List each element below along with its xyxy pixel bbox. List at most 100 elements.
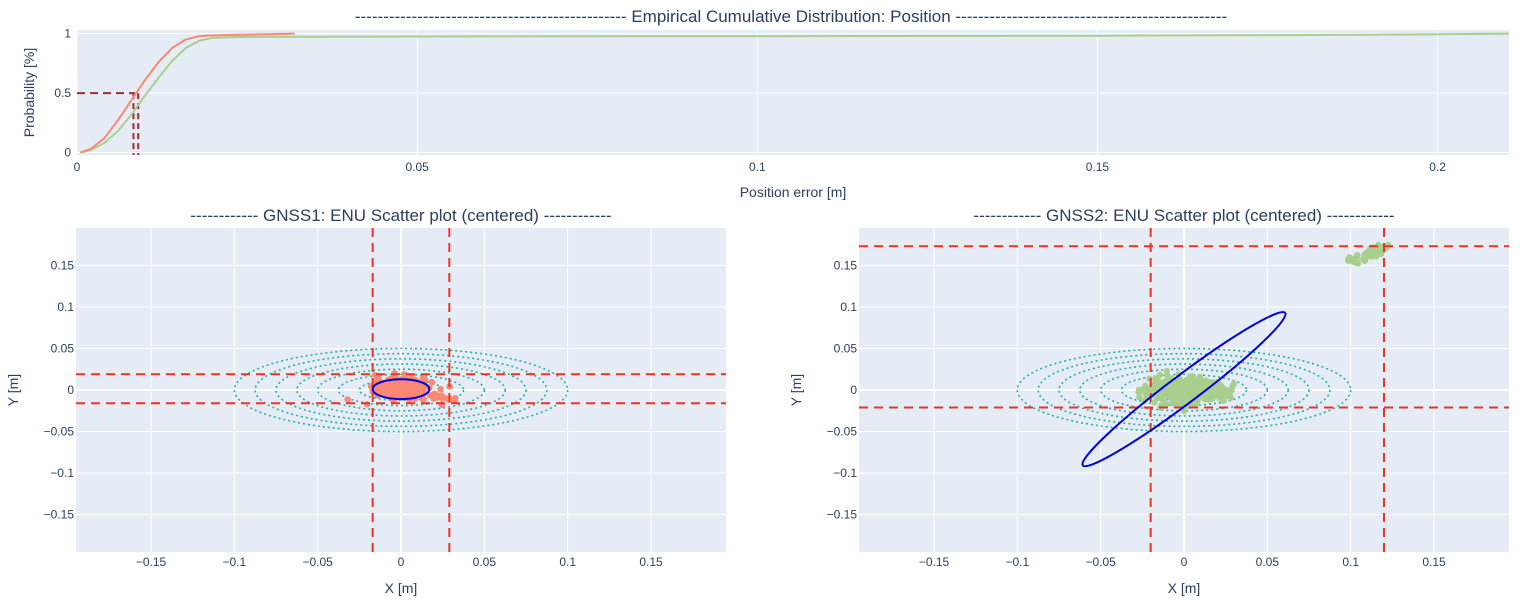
gnss2-point [1229,383,1236,390]
gnss2-contour-ellipse [1016,347,1352,433]
ecdf-series-gnss1 [80,32,295,154]
gnss1-point [435,392,443,399]
gnss2-point [1152,376,1159,383]
gnss2-point [1151,399,1158,406]
gnss1-confidence-ellipse [371,378,431,401]
gnss1-y-tick-label: 0.05 [51,341,75,355]
gnss2-point [1144,386,1152,394]
ecdf-x-tick-label: 0.15 [1086,160,1110,174]
gnss1-point [428,378,435,386]
gnss1-point [395,391,403,398]
gnss2-point [1205,388,1213,396]
gnss1-y-tick-label: 0 [67,383,74,397]
gnss1-point [401,371,408,378]
ecdf-x-tick-label: 0.1 [749,160,766,174]
gnss1-point [385,389,392,397]
gnss1-point [390,383,397,390]
gnss2-point [1138,387,1145,395]
gnss2-x-tick-label: −0.15 [919,555,950,569]
gnss2-point [1158,395,1165,402]
gnss2-y-tick-label: 0 [850,383,857,397]
gnss1-contour-ellipse [296,363,506,417]
gnss2-outlier-point [1372,249,1380,257]
ecdf-plot-area [77,30,1509,155]
gnss1-point [415,382,422,389]
gnss2-x-axis-label: X [m] [1168,580,1201,596]
gnss2-x-tick-label: −0.05 [1085,555,1116,569]
gnss1-point [437,385,444,393]
gnss1-contour-ellipse [316,368,486,412]
gnss2-y-tick-label: 0.15 [834,258,858,272]
gnss1-x-tick-label: −0.15 [136,555,167,569]
gnss1-x-tick-label: 0.15 [639,555,663,569]
ecdf-x-tick-label: 0.05 [405,160,429,174]
gnss2-point [1146,375,1153,382]
ecdf-title: ----------------------------------------… [355,7,1227,26]
gnss1-point [363,401,371,408]
gnss2-point [1156,371,1164,378]
gnss2-outlier-point [1349,257,1357,265]
gnss1-contour-ellipse [233,347,569,433]
gnss1-x-axis-label: X [m] [385,580,418,596]
gnss2-point [1143,392,1150,400]
gnss2-point [1177,378,1184,386]
gnss1-y-tick-label: 0.15 [51,258,75,272]
gnss1-point [379,388,386,396]
gnss2-point [1176,394,1183,401]
gnss1-y-tick-label: −0.05 [44,425,75,439]
gnss1-x-tick-label: −0.05 [302,555,333,569]
gnss2-y-tick-label: −0.1 [833,466,857,480]
gnss1-contour-ellipse [337,373,465,407]
gnss2-panel: −0.15 −0.15 −0.1 −0.1 −0.05 −0.05 0 0 0.05 0.05 0.… [788,206,1509,596]
gnss2-point [1136,394,1143,401]
gnss1-plot-content [76,228,726,552]
gnss1-x-tick-label: −0.1 [222,555,246,569]
ecdf-x-axis-label: Position error [m] [740,184,847,200]
ecdf-x-tick-label: 0.2 [1429,160,1446,174]
gnss2-contour-ellipse [1037,352,1331,428]
gnss2-point [1180,383,1188,391]
gnss2-y-tick-label: −0.15 [827,508,858,522]
ecdf-y-tick-label: 0.5 [54,86,71,100]
gnss2-point [1197,379,1204,386]
gnss2-y-tick-label: −0.05 [827,425,858,439]
gnss2-contour-ellipse [1079,363,1289,417]
gnss1-point [344,396,351,403]
gnss2-point [1170,400,1178,407]
gnss2-x-tick-label: −0.1 [1005,555,1029,569]
gnss2-x-tick-label: 0 [1181,555,1188,569]
ecdf-y-tick-label: 1 [64,27,71,41]
gnss2-point [1204,379,1212,386]
ecdf-x-tick-label: 0 [74,160,81,174]
gnss2-title: ------------ GNSS2: ENU Scatter plot (ce… [973,206,1394,225]
ecdf-y-tick-label: 0 [64,146,71,160]
gnss2-outlier-point [1361,257,1369,264]
gnss2-y-tick-label: 0.1 [840,300,857,314]
gnss1-title: ------------ GNSS1: ENU Scatter plot (ce… [190,206,611,225]
gnss1-point [408,384,415,391]
gnss1-x-tick-label: 0.1 [559,555,576,569]
gnss2-point [1218,391,1226,399]
gnss2-contour-ellipse [1058,358,1310,422]
gnss1-y-tick-label: −0.1 [50,466,74,480]
gnss2-point [1227,394,1235,401]
gnss1-x-tick-label: 0.05 [473,555,497,569]
gnss2-confidence-ellipse [1081,311,1287,468]
gnss1-contour-ellipse [254,352,548,428]
gnss2-contour-ellipse [1099,368,1269,412]
ecdf-panel: 0 0.05 0.1 0.15 0.2 0 0.5 1 --------------------… [21,7,1510,200]
gnss2-point [1181,394,1188,402]
gnss1-y-axis-label: Y [m] [5,374,21,406]
gnss2-y-axis-label: Y [m] [788,374,804,406]
gnss1-y-tick-label: 0.1 [57,300,74,314]
gnss2-point [1186,373,1194,381]
gnss1-x-tick-label: 0 [398,555,405,569]
gnss1-point [451,396,459,404]
gnss2-y-tick-label: 0.05 [834,341,858,355]
gnss1-panel: −0.15 −0.15 −0.1 −0.1 −0.05 −0.05 0 0 0.05 0.05 0.… [5,206,726,596]
gnss2-point [1189,381,1196,388]
gnss2-point [1171,388,1179,395]
gnss1-y-tick-label: −0.15 [44,508,75,522]
gnss2-point [1165,391,1172,398]
ecdf-series-gnss2 [80,32,1510,154]
